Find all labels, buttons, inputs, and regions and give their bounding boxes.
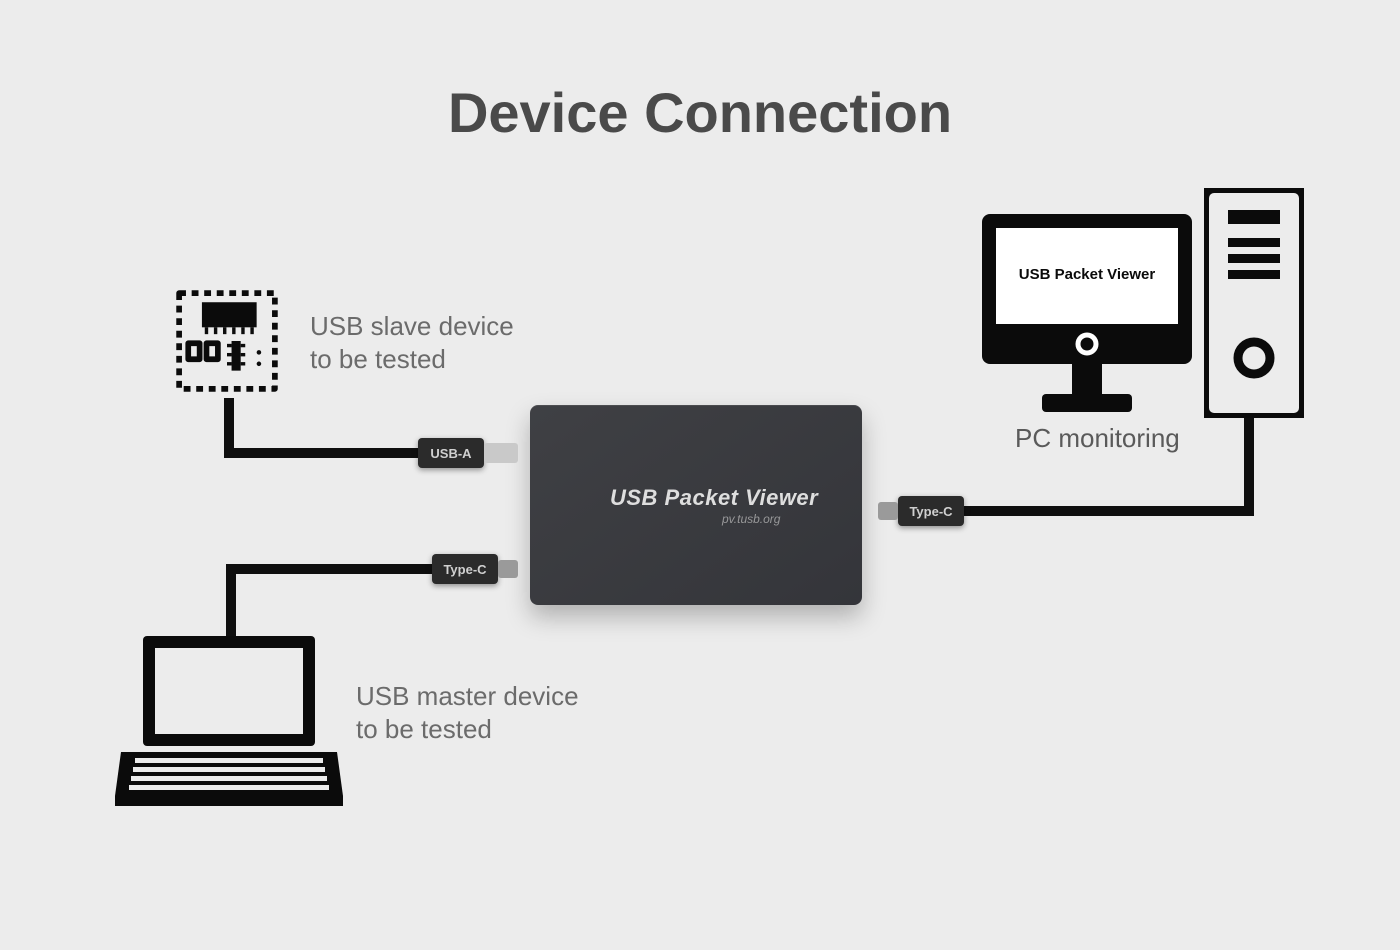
label-line: USB slave device	[310, 311, 514, 341]
cable-segment	[226, 564, 236, 646]
chip-board-icon	[170, 282, 284, 400]
cable-segment	[224, 448, 418, 458]
connector-label: Type-C	[909, 504, 952, 519]
cable-segment	[1244, 418, 1254, 516]
connector-label: USB-A	[430, 446, 471, 461]
pc-tower-icon	[1204, 188, 1304, 418]
connector-label: Type-C	[443, 562, 486, 577]
monitor-icon	[982, 214, 1192, 414]
label-line: USB master device	[356, 681, 579, 711]
label-line: to be tested	[310, 344, 446, 374]
type-c-tip	[498, 560, 518, 578]
type-c-connector-right: Type-C	[898, 496, 964, 526]
usb-a-connector: USB-A	[418, 438, 484, 468]
diagram-canvas: Device Connection USB Packet Viewer pv.t…	[0, 0, 1400, 950]
monitor-screen-text: USB Packet Viewer	[1006, 266, 1168, 283]
label-line: to be tested	[356, 714, 492, 744]
cable-segment	[964, 506, 1254, 516]
hub-title: USB Packet Viewer	[610, 485, 818, 511]
slave-device-label: USB slave device to be tested	[310, 310, 514, 375]
hub-subtitle: pv.tusb.org	[722, 512, 780, 526]
type-c-tip	[878, 502, 898, 520]
type-c-connector-left: Type-C	[432, 554, 498, 584]
pc-monitoring-label: PC monitoring	[1015, 422, 1180, 455]
usb-a-tip	[484, 443, 518, 463]
master-device-label: USB master device to be tested	[356, 680, 579, 745]
cable-segment	[226, 564, 432, 574]
laptop-icon	[115, 636, 343, 806]
page-title: Device Connection	[0, 80, 1400, 145]
